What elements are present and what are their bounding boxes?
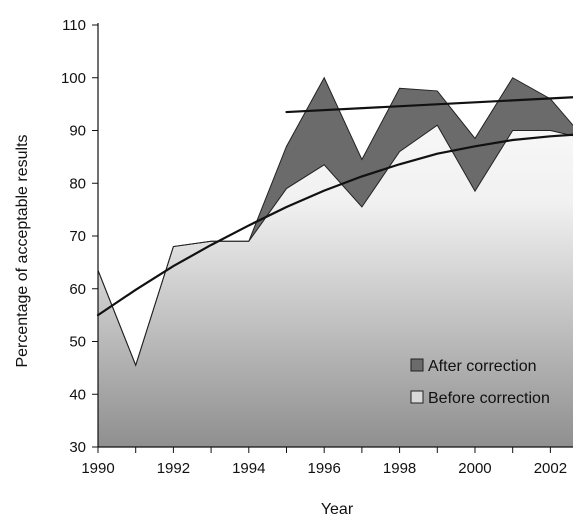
y-tick-label: 90 (69, 123, 86, 140)
y-axis-title: Percentage of acceptable results (14, 134, 31, 367)
x-tick-label: 2000 (458, 460, 491, 477)
legend-label: After correction (428, 358, 536, 375)
y-tick-label: 110 (62, 17, 86, 34)
x-tick-label: 1992 (157, 460, 190, 477)
x-tick-label: 2002 (534, 460, 567, 477)
x-tick-label: 1990 (81, 460, 114, 477)
y-tick-label: 80 (69, 175, 86, 192)
x-tick-label: 1996 (308, 460, 341, 477)
x-axis-title: Year (321, 501, 354, 518)
y-tick-label: 60 (69, 281, 86, 298)
y-tick-label: 40 (69, 386, 86, 403)
y-tick-label: 50 (69, 334, 86, 351)
x-tick-label: 1994 (232, 460, 265, 477)
legend-swatch (411, 391, 423, 403)
x-tick-label: 1998 (383, 460, 416, 477)
y-tick-label: 100 (61, 70, 86, 87)
legend-label: Before correction (428, 390, 550, 407)
y-tick-label: 30 (69, 439, 86, 456)
legend-swatch (411, 359, 423, 371)
y-tick-label: 70 (69, 228, 86, 245)
